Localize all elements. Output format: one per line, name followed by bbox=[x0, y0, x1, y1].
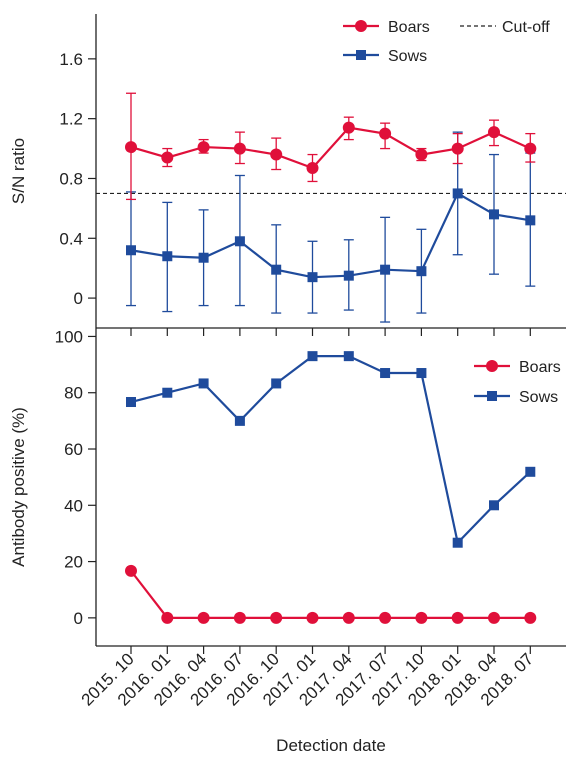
series-line bbox=[130, 191, 531, 279]
data-point bbox=[198, 378, 209, 389]
data-point bbox=[270, 148, 283, 161]
data-point bbox=[161, 151, 174, 164]
series-boars bbox=[125, 564, 537, 624]
series-sows bbox=[126, 131, 536, 323]
antibody-positive-panel: 0 20 40 60 80 100 Antibody positive (%) Boars So… bbox=[9, 327, 566, 654]
data-point bbox=[379, 127, 392, 140]
y-axis-title: S/N ratio bbox=[9, 138, 28, 204]
series-sows bbox=[126, 351, 536, 548]
data-point bbox=[489, 209, 499, 220]
data-point bbox=[126, 397, 136, 408]
legend-swatch-marker bbox=[487, 391, 497, 401]
data-point bbox=[162, 387, 173, 398]
data-point bbox=[271, 378, 282, 389]
data-point bbox=[452, 188, 463, 199]
y-tick-label: 0 bbox=[74, 609, 83, 628]
y-tick-label: 20 bbox=[64, 553, 83, 572]
data-point bbox=[416, 266, 427, 277]
data-point bbox=[162, 251, 173, 262]
data-point bbox=[343, 270, 354, 281]
data-point bbox=[416, 368, 427, 379]
y-tick-label: 1.6 bbox=[59, 50, 83, 69]
series-boars bbox=[125, 92, 537, 201]
data-point bbox=[525, 466, 536, 477]
data-point bbox=[380, 264, 391, 275]
data-point bbox=[451, 611, 464, 624]
legend-label: Sows bbox=[388, 48, 427, 65]
legend: Boars Sows bbox=[474, 359, 561, 406]
legend-swatch-marker bbox=[355, 20, 367, 32]
data-point bbox=[234, 236, 245, 247]
data-point bbox=[307, 351, 318, 362]
data-point bbox=[524, 142, 537, 155]
data-point bbox=[525, 215, 536, 226]
legend-label: Sows bbox=[519, 389, 558, 406]
data-point bbox=[306, 611, 319, 624]
data-point bbox=[233, 142, 246, 155]
y-tick-label: 60 bbox=[64, 440, 83, 459]
legend-label: Boars bbox=[519, 359, 561, 376]
data-point bbox=[379, 611, 392, 624]
data-point bbox=[271, 264, 282, 275]
data-point bbox=[234, 415, 245, 426]
data-point bbox=[452, 537, 463, 548]
data-point bbox=[198, 252, 209, 263]
data-point bbox=[415, 611, 428, 624]
legend-label: Boars bbox=[388, 19, 430, 36]
data-point bbox=[488, 126, 500, 139]
data-point bbox=[343, 351, 354, 362]
series-line bbox=[130, 570, 531, 619]
data-point bbox=[380, 368, 391, 379]
data-point bbox=[270, 611, 283, 624]
data-point bbox=[161, 611, 174, 624]
data-point bbox=[197, 611, 210, 624]
legend-swatch-marker bbox=[486, 360, 498, 372]
x-axis-title: Detection date bbox=[276, 736, 386, 755]
legend-label: Cut-off bbox=[502, 19, 550, 36]
data-point bbox=[342, 121, 355, 134]
sn-ratio-panel: 0 0.4 0.8 1.2 1.6 S/N ratio Boars Cut-off Sows bbox=[9, 14, 566, 336]
data-point bbox=[125, 564, 137, 577]
y-tick-label: 0 bbox=[74, 289, 83, 308]
y-tick-label: 0.8 bbox=[59, 169, 83, 188]
y-axis-title: Antibody positive (%) bbox=[9, 407, 28, 567]
legend-swatch-marker bbox=[356, 50, 366, 60]
legend: Boars Cut-off Sows bbox=[343, 19, 550, 65]
series-line bbox=[130, 355, 532, 545]
y-tick-label: 40 bbox=[64, 496, 83, 515]
series-line bbox=[130, 126, 531, 170]
data-point bbox=[451, 142, 464, 155]
y-tick-label: 100 bbox=[55, 327, 83, 346]
data-point bbox=[488, 611, 500, 624]
data-point bbox=[306, 162, 319, 175]
data-point bbox=[307, 272, 318, 283]
data-point bbox=[342, 611, 355, 624]
data-point bbox=[233, 611, 246, 624]
data-point bbox=[415, 148, 428, 161]
y-tick-label: 80 bbox=[64, 384, 83, 403]
y-tick-label: 0.4 bbox=[59, 229, 83, 248]
data-point bbox=[524, 611, 537, 624]
data-point bbox=[197, 141, 210, 154]
y-tick-label: 1.2 bbox=[59, 110, 83, 129]
data-point bbox=[489, 500, 499, 511]
data-point bbox=[126, 245, 136, 256]
data-point bbox=[125, 141, 137, 154]
